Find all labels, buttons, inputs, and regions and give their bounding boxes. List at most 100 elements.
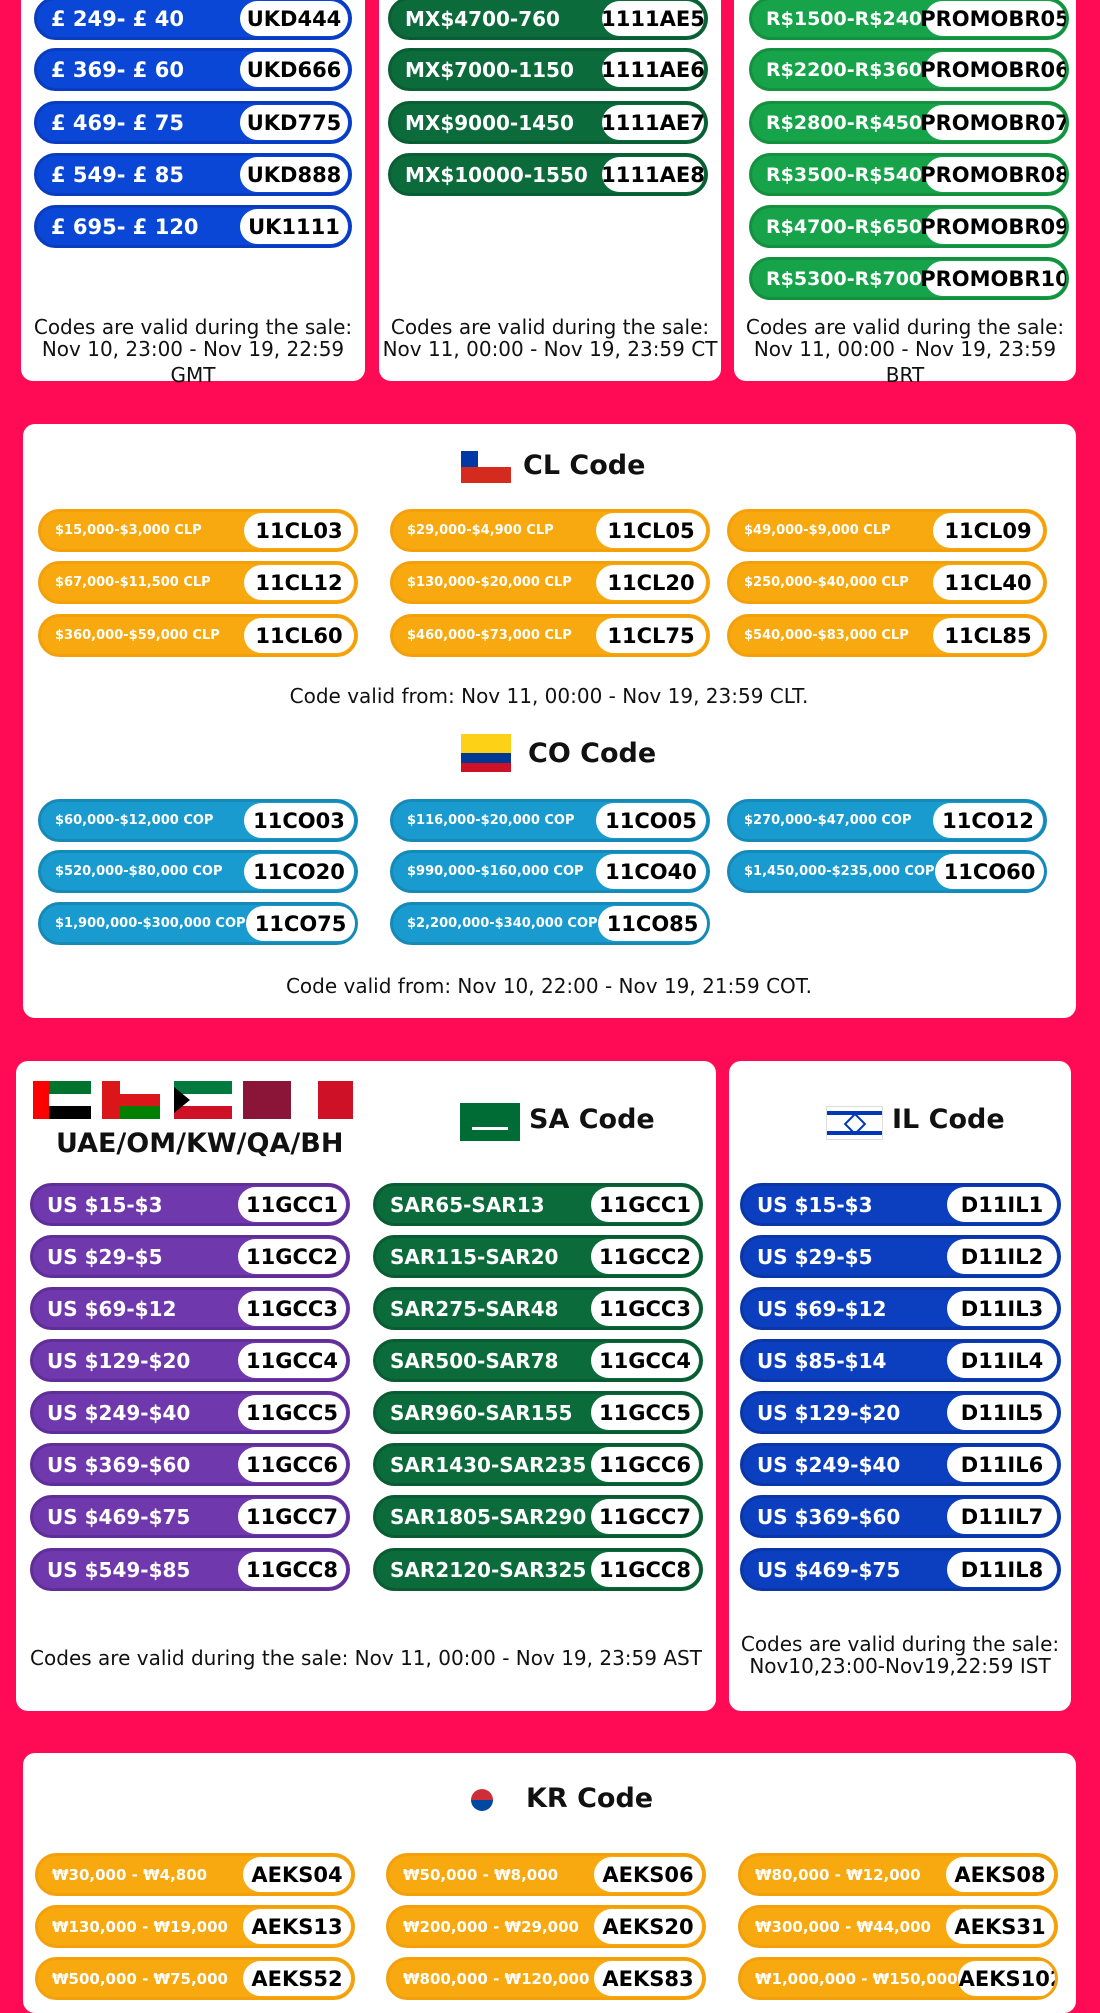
price-range: ₩80,000 - ₩12,000 (755, 1865, 921, 1884)
promo-code: 11CO85 (597, 906, 707, 941)
code-pill: $2,200,000-$340,000 COP 11CO85 (390, 902, 710, 945)
code-pill: ₩1,000,000 - ₩150,000 AEKS102 (738, 1957, 1058, 2000)
price-range: SAR115-SAR20 (390, 1244, 559, 1269)
promo-code: AEKS52 (243, 1961, 351, 1996)
code-pill: US $549-$85 11GCC8 (30, 1548, 350, 1591)
price-range: ₩1,000,000 - ₩150,000 (755, 1969, 958, 1988)
price-range: £ 695- £ 120 (51, 214, 199, 239)
cl-title: CL Code (523, 450, 646, 481)
code-pill: $460,000-$73,000 CLP 11CL75 (390, 614, 710, 657)
promo-code: D11IL4 (947, 1343, 1057, 1378)
code-pill: $1,450,000-$235,000 COP 11CO60 (727, 850, 1047, 893)
code-pill: SAR1430-SAR235 11GCC6 (373, 1443, 703, 1486)
price-range: R$5300-R$700 (766, 267, 923, 290)
promo-code: AEKS20 (594, 1909, 702, 1944)
price-range: MX$10000-1550 (405, 162, 588, 187)
price-range: $2,200,000-$340,000 COP (407, 916, 598, 931)
code-pill: $540,000-$83,000 CLP 11CL85 (727, 614, 1047, 657)
price-range: SAR275-SAR48 (390, 1296, 559, 1321)
price-range: SAR1430-SAR235 (390, 1452, 587, 1477)
price-range: MX$7000-1150 (405, 57, 574, 82)
code-pill: £ 249- £ 40 UKD444 (34, 0, 352, 40)
code-pill: R$2200-R$360 PROMOBR06 (749, 48, 1069, 91)
code-pill: US $15-$3 D11IL1 (740, 1183, 1061, 1226)
price-range: SAR1805-SAR290 (390, 1504, 587, 1529)
promo-code: 11GCC1 (591, 1187, 699, 1222)
price-range: US $69-$12 (47, 1296, 177, 1321)
code-pill: US $369-$60 D11IL7 (740, 1495, 1061, 1538)
co-flag (461, 734, 511, 772)
price-range: $60,000-$12,000 COP (55, 813, 214, 828)
promo-code: 11GCC8 (238, 1552, 346, 1587)
cl-flag (461, 451, 511, 483)
code-pill: $29,000-$4,900 CLP 11CL05 (390, 509, 710, 552)
promo-code: 11CL60 (244, 618, 354, 653)
code-pill: $116,000-$20,000 COP 11CO05 (390, 799, 710, 842)
code-pill: $990,000-$160,000 COP 11CO40 (390, 850, 710, 893)
promo-code: 11CL03 (244, 513, 354, 548)
price-range: £ 249- £ 40 (51, 6, 184, 31)
price-range: ₩500,000 - ₩75,000 (52, 1969, 228, 1988)
promo-code: 11CO05 (596, 803, 706, 838)
price-range: SAR500-SAR78 (390, 1348, 559, 1373)
price-range: US $369-$60 (47, 1452, 191, 1477)
bh-flag (304, 1081, 353, 1119)
promo-code: PROMOBR06 (920, 52, 1066, 87)
promo-code: 11GCC6 (238, 1447, 346, 1482)
code-pill: R$3500-R$540 PROMOBR08 (749, 153, 1069, 196)
promo-code: 1111AE6 (601, 52, 705, 87)
promo-code: D11IL1 (947, 1187, 1057, 1222)
promo-code: 11GCC3 (591, 1291, 699, 1326)
code-pill: US $249-$40 11GCC5 (30, 1391, 350, 1434)
code-pill: £ 695- £ 120 UK1111 (34, 205, 352, 248)
promo-code: UK1111 (240, 209, 348, 244)
code-pill: ₩800,000 - ₩120,000 AEKS83 (386, 1957, 706, 2000)
qa-flag (243, 1081, 291, 1119)
price-range: $460,000-$73,000 CLP (407, 628, 572, 643)
validity-note: Codes are valid during the sale: (740, 1632, 1060, 1656)
price-range: ₩300,000 - ₩44,000 (755, 1917, 931, 1936)
code-pill: US $469-$75 11GCC7 (30, 1495, 350, 1538)
sa-title: SA Code (529, 1104, 655, 1135)
price-range: SAR960-SAR155 (390, 1400, 573, 1425)
promo-code: 11CO75 (245, 906, 355, 941)
promo-code: UKD775 (240, 105, 348, 140)
sa-flag (460, 1103, 520, 1141)
price-range: R$2800-R$450 (766, 111, 923, 134)
promo-code: 11CO03 (244, 803, 354, 838)
code-pill: $130,000-$20,000 CLP 11CL20 (390, 561, 710, 604)
gcc-sa-card (16, 1061, 716, 1711)
il-card (729, 1061, 1071, 1711)
promo-code: D11IL8 (947, 1552, 1057, 1587)
promo-code: 11GCC4 (591, 1343, 699, 1378)
promo-code: D11IL2 (947, 1239, 1057, 1274)
promo-code: 11CL75 (596, 618, 706, 653)
code-pill: US $69-$12 D11IL3 (740, 1287, 1061, 1330)
promo-code: PROMOBR05 (920, 1, 1066, 36)
promo-code: AEKS13 (243, 1909, 351, 1944)
promo-code: 11GCC1 (238, 1187, 346, 1222)
promo-code: 11CO12 (933, 803, 1043, 838)
code-pill: R$1500-R$240 PROMOBR05 (749, 0, 1069, 40)
code-pill: £ 549- £ 85 UKD888 (34, 153, 352, 196)
price-range: $29,000-$4,900 CLP (407, 523, 554, 538)
code-pill: US $15-$3 11GCC1 (30, 1183, 350, 1226)
price-range: $15,000-$3,000 CLP (55, 523, 202, 538)
promo-code: AEKS31 (946, 1909, 1054, 1944)
promo-code: 11GCC2 (591, 1239, 699, 1274)
price-range: R$3500-R$540 (766, 163, 923, 186)
price-range: US $469-$75 (757, 1557, 901, 1582)
validity-note: Code valid from: Nov 11, 00:00 - Nov 19,… (289, 684, 809, 708)
price-range: US $15-$3 (757, 1192, 873, 1217)
promo-code: AEKS06 (594, 1857, 702, 1892)
code-pill: ₩200,000 - ₩29,000 AEKS20 (386, 1905, 706, 1948)
price-range: £ 369- £ 60 (51, 57, 184, 82)
promo-code: 11GCC7 (591, 1499, 699, 1534)
promo-code: PROMOBR09 (920, 209, 1066, 244)
promo-code: 11CL09 (933, 513, 1043, 548)
promo-code: UKD444 (240, 1, 348, 36)
price-range: US $29-$5 (47, 1244, 163, 1269)
code-pill: SAR1805-SAR290 11GCC7 (373, 1495, 703, 1538)
code-pill: US $85-$14 D11IL4 (740, 1339, 1061, 1382)
price-range: ₩130,000 - ₩19,000 (52, 1917, 228, 1936)
